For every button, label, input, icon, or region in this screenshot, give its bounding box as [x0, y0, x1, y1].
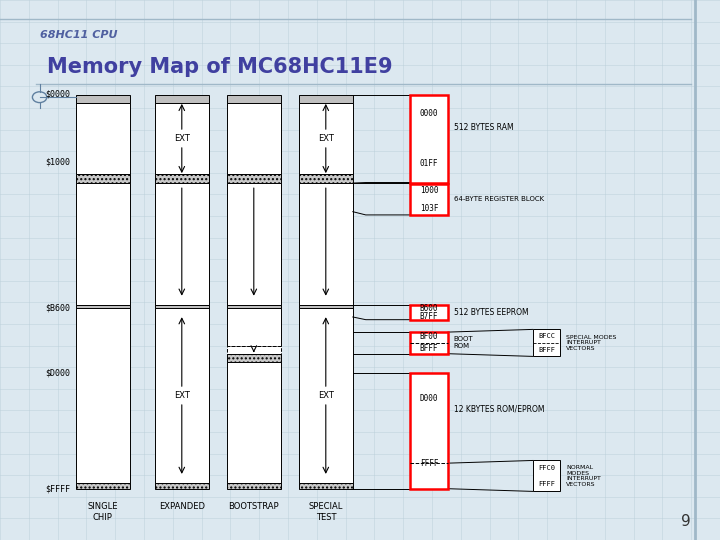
Text: $D000: $D000	[45, 368, 70, 377]
Bar	[155, 183, 209, 305]
Bar	[410, 94, 448, 183]
Text: FFFF: FFFF	[538, 481, 555, 487]
Text: 01FF: 01FF	[420, 159, 438, 167]
Bar	[155, 483, 209, 489]
Bar	[227, 483, 281, 489]
Bar	[227, 346, 281, 354]
Bar	[299, 305, 353, 308]
Bar	[155, 94, 209, 103]
Bar	[76, 103, 130, 174]
Text: 0000: 0000	[420, 110, 438, 118]
Text: 512 BYTES EEPROM: 512 BYTES EEPROM	[454, 308, 528, 317]
Text: FFC0: FFC0	[538, 465, 555, 471]
Text: BFFF: BFFF	[420, 345, 438, 354]
Bar	[410, 184, 448, 215]
Bar	[76, 305, 130, 308]
Bar	[76, 308, 130, 483]
Text: 64-BYTE REGISTER BLOCK: 64-BYTE REGISTER BLOCK	[454, 196, 544, 202]
Text: BOOT
ROM: BOOT ROM	[454, 336, 473, 349]
Text: D000: D000	[420, 394, 438, 403]
Text: EXT: EXT	[174, 134, 190, 143]
Text: 103F: 103F	[420, 204, 438, 213]
Text: NORMAL
MODES
INTERRUPT
VECTORS: NORMAL MODES INTERRUPT VECTORS	[566, 465, 600, 487]
Text: $1000: $1000	[45, 158, 70, 166]
Bar	[76, 174, 130, 183]
Text: FFFF: FFFF	[420, 458, 438, 468]
Bar	[227, 362, 281, 483]
Bar	[155, 103, 209, 174]
Bar	[410, 373, 448, 489]
Bar	[227, 308, 281, 346]
Text: B600: B600	[420, 304, 438, 313]
Bar	[299, 174, 353, 183]
Bar	[155, 174, 209, 183]
Text: SINGLE
CHIP: SINGLE CHIP	[87, 502, 118, 522]
Text: BOOTSTRAP: BOOTSTRAP	[228, 502, 279, 511]
Text: $B600: $B600	[45, 303, 70, 312]
Text: EXT: EXT	[318, 391, 334, 400]
Text: BF00: BF00	[420, 332, 438, 341]
Text: EXPANDED: EXPANDED	[159, 502, 204, 511]
Text: 68HC11 CPU: 68HC11 CPU	[40, 30, 117, 40]
Bar	[227, 94, 281, 103]
Bar	[299, 308, 353, 483]
Bar	[76, 183, 130, 305]
Bar	[299, 94, 353, 103]
Text: SPECIAL
TEST: SPECIAL TEST	[309, 502, 343, 522]
Bar	[227, 174, 281, 183]
Text: 9: 9	[681, 514, 691, 529]
Bar	[533, 461, 560, 491]
Bar	[533, 329, 560, 356]
Text: 1000: 1000	[420, 186, 438, 195]
Bar	[155, 305, 209, 308]
Bar	[410, 332, 448, 354]
Bar	[410, 305, 448, 320]
Text: $0000: $0000	[45, 90, 70, 99]
Text: BFCC: BFCC	[538, 333, 555, 339]
Bar	[227, 103, 281, 174]
Text: $FFFF: $FFFF	[45, 484, 70, 493]
Bar	[227, 183, 281, 305]
Bar	[299, 103, 353, 174]
Text: 512 BYTES RAM: 512 BYTES RAM	[454, 123, 513, 132]
Text: 12 KBYTES ROM/EPROM: 12 KBYTES ROM/EPROM	[454, 404, 544, 414]
Bar	[76, 94, 130, 103]
Text: BFFF: BFFF	[538, 347, 555, 353]
Bar	[227, 354, 281, 362]
Bar	[155, 308, 209, 483]
Text: EXT: EXT	[318, 134, 334, 143]
Bar	[227, 305, 281, 308]
Text: SPECIAL MODES
INTERRUPT
VECTORS: SPECIAL MODES INTERRUPT VECTORS	[566, 335, 616, 351]
Text: EXT: EXT	[174, 391, 190, 400]
Text: B7FF: B7FF	[420, 312, 438, 321]
Text: Memory Map of MC68HC11E9: Memory Map of MC68HC11E9	[47, 57, 392, 77]
Bar	[299, 483, 353, 489]
Bar	[76, 483, 130, 489]
Bar	[299, 183, 353, 305]
